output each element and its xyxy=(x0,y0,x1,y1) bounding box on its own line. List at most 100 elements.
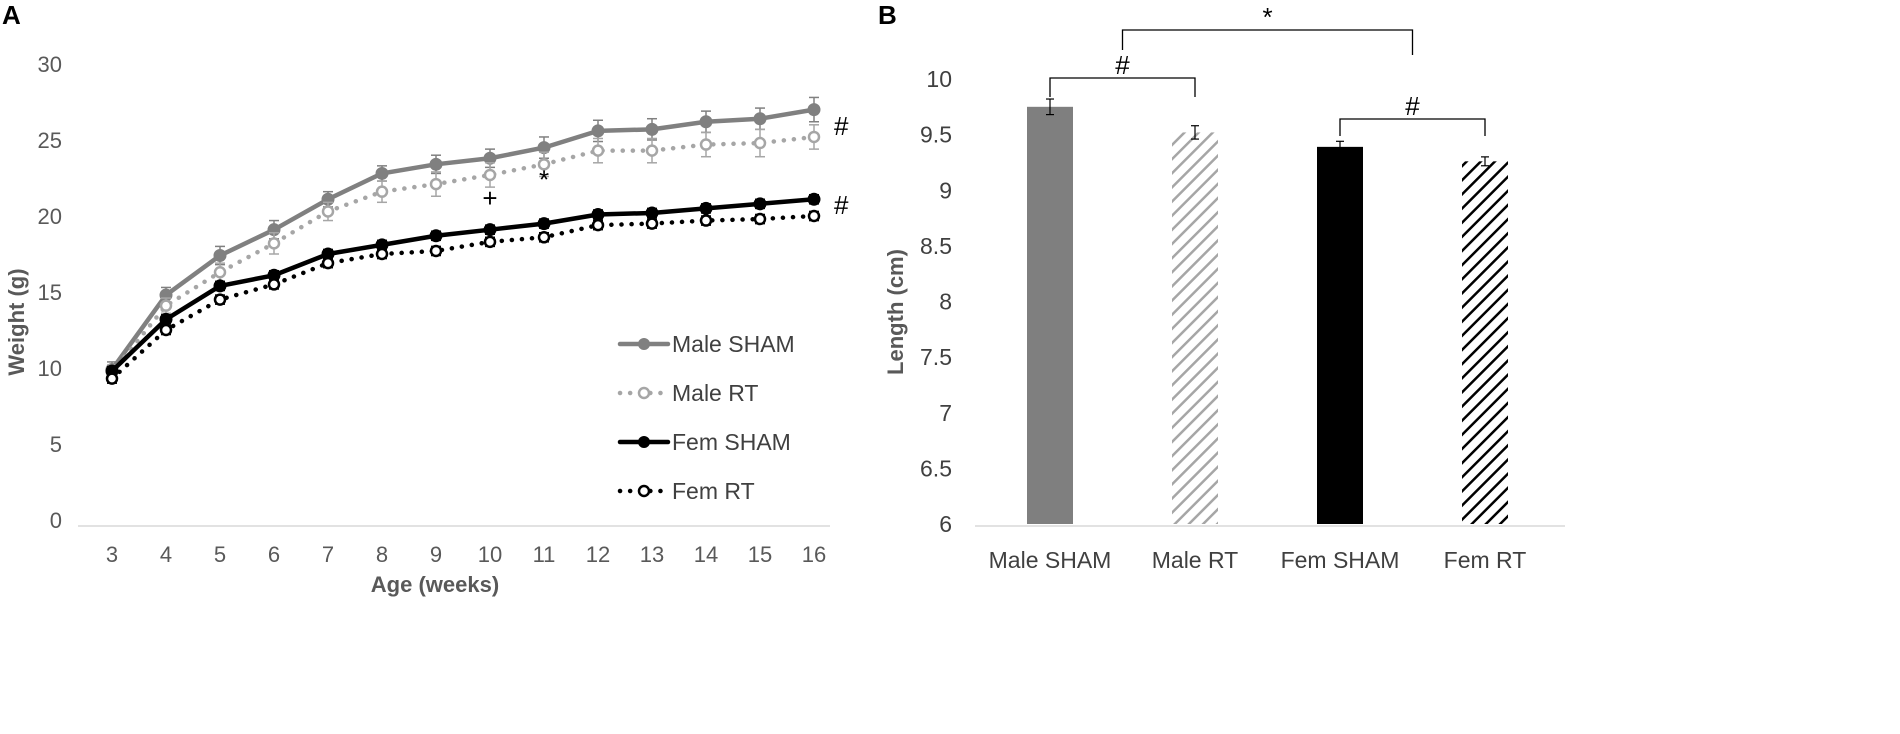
legend-label: Male SHAM xyxy=(672,331,795,357)
legend-label: Fem SHAM xyxy=(672,429,791,455)
data-point xyxy=(213,279,227,293)
legend-item-male-sham: Male SHAM xyxy=(617,331,795,357)
panel-a-label: A xyxy=(2,0,21,30)
bracket-hash: # xyxy=(1405,91,1420,121)
data-point xyxy=(537,217,551,231)
panel-b-category-label: Male RT xyxy=(1152,547,1239,573)
annotation-hash: # xyxy=(834,111,849,141)
data-point xyxy=(483,223,497,237)
panel-a-y-tick-label: 25 xyxy=(38,128,62,153)
series-male-rt xyxy=(105,124,821,381)
bar-male-sham xyxy=(1027,106,1073,524)
panel-b-category-labels: Male SHAM Male RT Fem SHAM Fem RT xyxy=(989,547,1527,573)
data-point xyxy=(375,166,389,180)
data-point xyxy=(699,115,713,129)
data-point xyxy=(375,247,389,261)
data-point xyxy=(753,136,767,150)
legend-label: Fem RT xyxy=(672,478,755,504)
panel-a-y-tick-labels: 0 5 10 15 20 25 30 xyxy=(38,52,62,533)
bar-male-rt xyxy=(1172,132,1218,524)
significance-bracket: # xyxy=(1339,91,1486,136)
panel-a-x-tick-label: 5 xyxy=(214,542,226,567)
panel-a-y-tick-label: 10 xyxy=(38,356,62,381)
panel-b-y-tick-label: 6 xyxy=(939,511,952,537)
series-fem-rt xyxy=(105,209,821,385)
panel-b-y-tick-label: 10 xyxy=(926,66,952,92)
legend-marker xyxy=(637,484,651,498)
panel-a-y-tick-label: 20 xyxy=(38,204,62,229)
data-point xyxy=(483,168,497,182)
series-line-male-sham xyxy=(109,107,817,372)
annotation-asterisk: * xyxy=(539,165,549,195)
data-point xyxy=(213,293,227,306)
data-point xyxy=(159,323,173,337)
data-point xyxy=(591,124,605,138)
panel-b-bars xyxy=(1027,98,1508,525)
annotation-plus: + xyxy=(482,183,497,213)
panel-a-x-tick-label: 3 xyxy=(106,542,118,567)
panel-a-x-tick-label: 7 xyxy=(322,542,334,567)
data-point xyxy=(753,212,767,226)
bracket-line xyxy=(1339,118,1486,136)
data-point xyxy=(159,312,173,326)
panel-a-legend: Male SHAM Male RT Fem SHAM Fem RT xyxy=(617,331,795,504)
panel-b-category-label: Fem RT xyxy=(1444,547,1527,573)
data-point xyxy=(807,130,821,144)
data-point xyxy=(591,218,605,232)
data-point xyxy=(429,177,443,191)
panel-a-x-tick-labels: 3 4 5 6 7 8 9 10 11 12 13 14 15 16 xyxy=(106,542,826,567)
bracket-line xyxy=(1121,29,1414,55)
legend-marker xyxy=(638,338,650,350)
panel-a-x-tick-label: 14 xyxy=(694,542,718,567)
data-point xyxy=(213,265,227,279)
data-point xyxy=(159,299,173,312)
legend-marker xyxy=(638,436,650,448)
panel-a-x-tick-label: 9 xyxy=(430,542,442,567)
bar-fem-rt xyxy=(1462,161,1508,524)
data-point xyxy=(429,244,443,258)
panel-b-y-axis-title: Length (cm) xyxy=(883,249,908,375)
legend-item-fem-sham: Fem SHAM xyxy=(617,429,791,455)
panel-a-annotations: # # + * xyxy=(482,111,849,220)
series-line-fem-sham xyxy=(109,197,817,374)
panel-a-y-tick-label: 30 xyxy=(38,52,62,77)
panel-b-y-tick-labels: 6 6.5 7 7.5 8 8.5 9 9.5 10 xyxy=(920,66,952,537)
data-point xyxy=(753,112,767,126)
data-point xyxy=(699,138,713,151)
legend-item-fem-rt: Fem RT xyxy=(617,478,755,504)
data-point xyxy=(645,217,659,230)
panel-b-bar-chart: B 6 6.5 7 7.5 8 8.5 9 9.5 10 Length (cm) Male SH… xyxy=(878,0,1565,573)
panel-a-y-tick-label: 0 xyxy=(50,508,62,533)
series-line-male-rt xyxy=(109,134,817,375)
panel-b-y-tick-label: 7.5 xyxy=(920,344,952,370)
data-point xyxy=(699,214,713,227)
bracket-hash: # xyxy=(1115,50,1130,80)
data-point xyxy=(591,207,605,221)
data-point xyxy=(105,372,119,385)
panel-b-y-tick-label: 9 xyxy=(939,177,952,203)
panel-b-y-tick-label: 7 xyxy=(939,400,952,426)
panel-a-x-tick-label: 16 xyxy=(802,542,826,567)
bracket-line xyxy=(1049,77,1196,97)
panel-a-y-tick-label: 5 xyxy=(50,432,62,457)
bar-fem-sham xyxy=(1317,146,1363,525)
panel-b-label: B xyxy=(878,0,897,30)
panel-a-x-tick-label: 12 xyxy=(586,542,610,567)
panel-a-x-axis-title: Age (weeks) xyxy=(371,572,499,597)
series-fem-sham xyxy=(105,192,821,378)
data-point xyxy=(267,237,281,250)
panel-a-series xyxy=(105,96,821,385)
data-point xyxy=(591,144,605,157)
panel-a-x-tick-label: 13 xyxy=(640,542,664,567)
panel-b-y-tick-label: 8.5 xyxy=(920,233,952,259)
panel-a-line-chart: A 0 5 10 15 20 25 30 3 4 5 6 7 8 9 10 11 12 13 14 15 16 Age… xyxy=(2,0,849,597)
panel-b-y-tick-label: 8 xyxy=(939,289,952,315)
panel-a-y-tick-label: 15 xyxy=(38,280,62,305)
data-point xyxy=(645,144,659,157)
data-point xyxy=(267,278,281,291)
data-point xyxy=(213,249,227,263)
panel-a-x-tick-label: 6 xyxy=(268,542,280,567)
data-point xyxy=(375,185,389,198)
panel-a-x-tick-label: 4 xyxy=(160,542,172,567)
data-point xyxy=(321,205,335,218)
